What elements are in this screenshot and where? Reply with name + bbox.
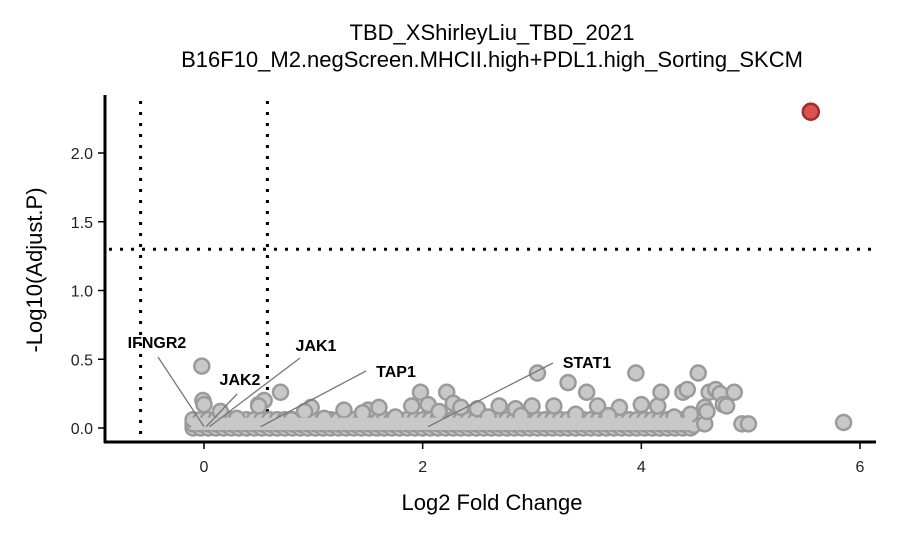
data-point [545, 397, 563, 415]
data-point [430, 402, 448, 421]
data-point [652, 383, 670, 401]
data-point [195, 395, 213, 414]
data-point [370, 398, 388, 417]
data-point [632, 395, 651, 414]
y-tick-label: 2.0 [71, 146, 93, 163]
data-point [402, 397, 421, 415]
data-point [689, 364, 707, 382]
y-tick-label: 1.5 [71, 215, 93, 232]
gene-label: TAP1 [376, 364, 416, 381]
data-point [834, 413, 853, 432]
chart-title: TBD_XShirleyLiu_TBD_2021 [350, 20, 635, 45]
gene-label: STAT1 [563, 355, 611, 372]
y-tick-label: 1.0 [71, 284, 93, 301]
label-leader-line [260, 370, 367, 428]
data-point [739, 415, 758, 433]
y-tick-label: 0.0 [71, 421, 93, 438]
gene-label: JAK1 [296, 338, 337, 355]
data-point [559, 373, 577, 392]
data-point [335, 401, 353, 419]
x-tick-label: 2 [418, 459, 427, 476]
data-point [678, 380, 697, 399]
data-point [577, 383, 596, 401]
data-point [411, 383, 430, 401]
x-tick-label: 0 [200, 459, 209, 476]
plot-area: 0 2 4 6 0.0 0.5 1.0 1.5 2.0 IFNGR2 JAK2 JAK1 TAP1 STA… [71, 95, 876, 476]
gene-label: JAK2 [220, 372, 261, 389]
label-leader-line [157, 356, 205, 427]
label-leader-line [205, 393, 238, 428]
data-point [725, 383, 744, 401]
significant-point [801, 102, 821, 121]
data-point [523, 397, 541, 415]
chart-subtitle: B16F10_M2.negScreen.MHCII.high+PDL1.high… [181, 47, 803, 72]
label-leader-line [209, 357, 301, 428]
data-point [627, 364, 645, 382]
data-point [717, 397, 736, 415]
data-point [588, 397, 607, 415]
data-point [193, 357, 211, 375]
data-point [249, 397, 268, 415]
data-point [271, 383, 290, 401]
y-tick-label: 0.5 [71, 352, 93, 369]
data-point [698, 402, 716, 421]
y-axis-title: -Log10(Adjust.P) [22, 187, 47, 352]
label-leader-line [427, 362, 554, 428]
dense-band-fill [191, 417, 693, 430]
x-axis-title: Log2 Fold Change [401, 490, 582, 515]
x-tick-label: 6 [856, 459, 865, 476]
x-tick-label: 4 [637, 459, 646, 476]
gene-label: IFNGR2 [128, 335, 187, 352]
data-point [490, 397, 508, 415]
